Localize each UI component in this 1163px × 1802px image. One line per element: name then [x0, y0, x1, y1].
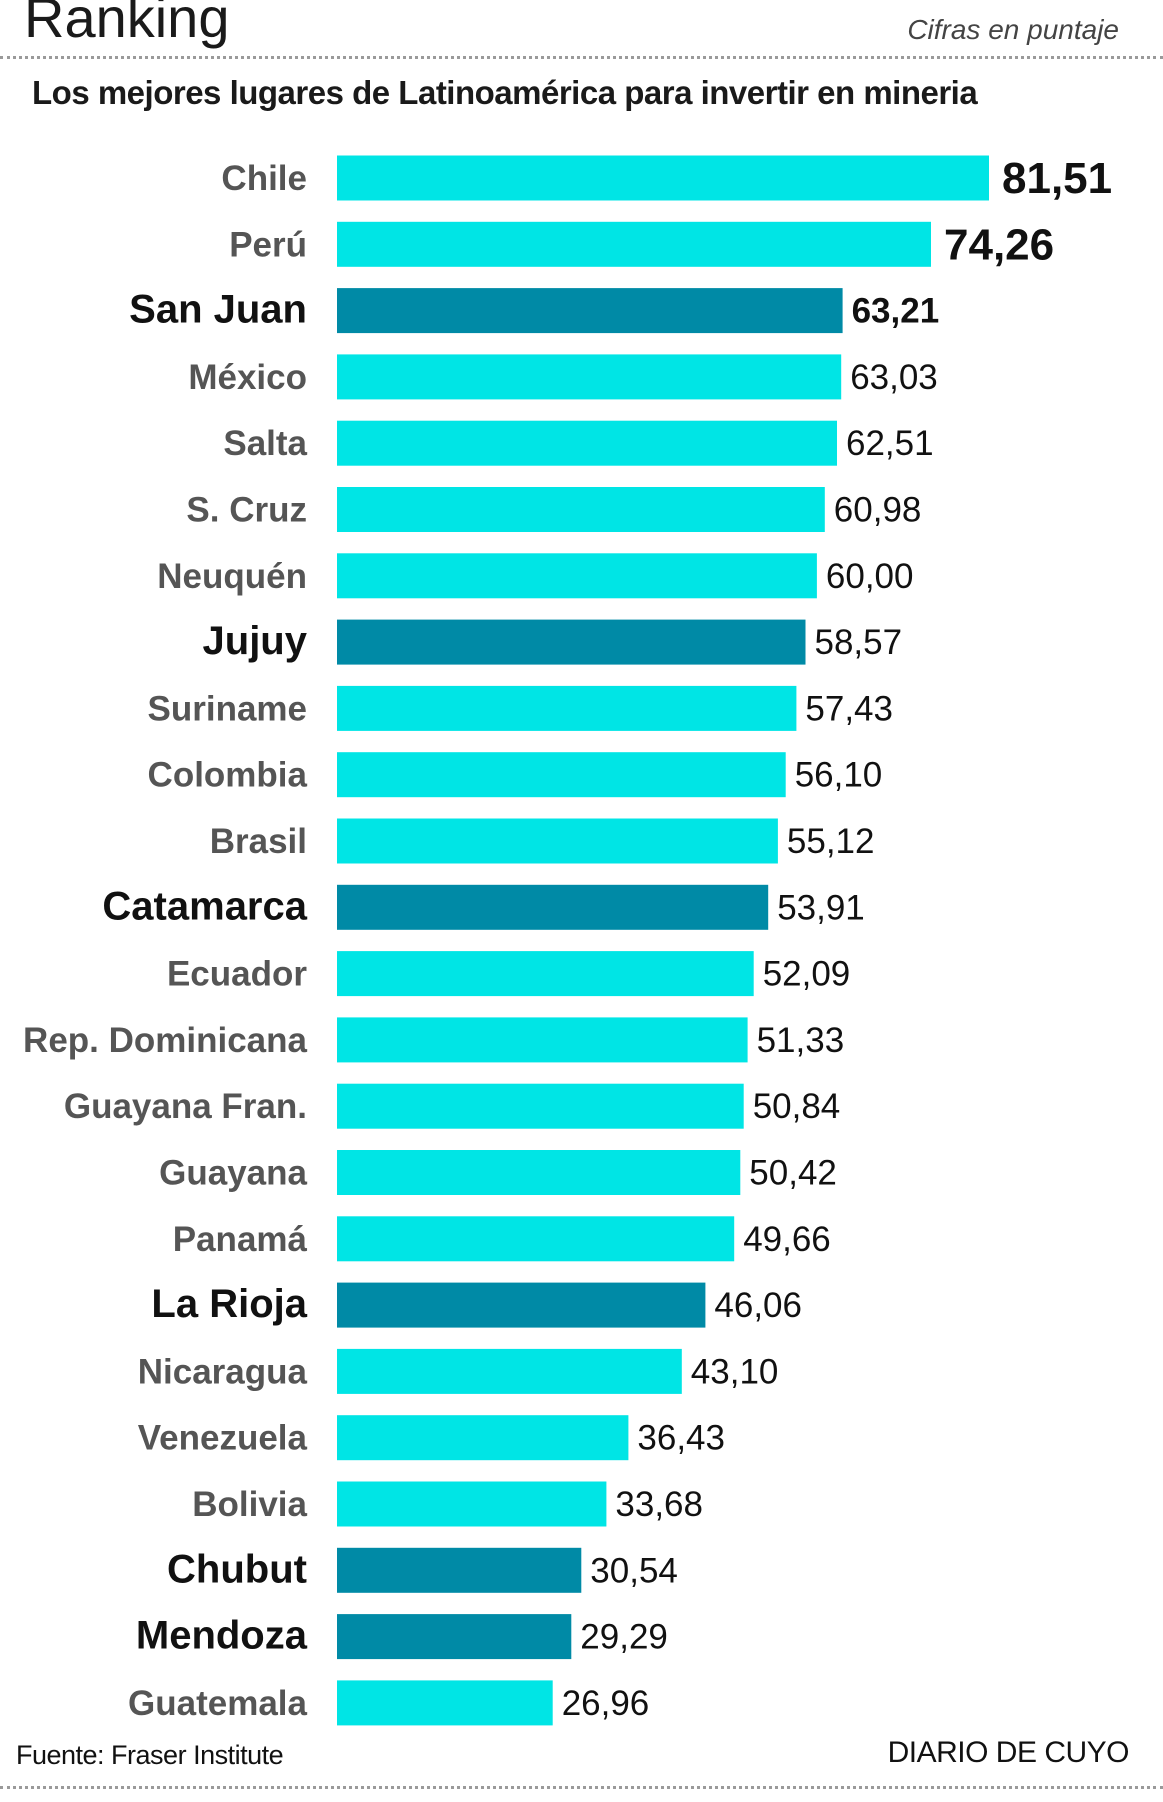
- value-label-mexico: 63,03: [850, 358, 938, 397]
- bar-venezuela: [337, 1415, 629, 1461]
- bar-mexico: [337, 354, 842, 400]
- bar-nicaragua: [337, 1348, 682, 1394]
- source-note: Fuente: Fraser Institute: [16, 1740, 284, 1770]
- value-label-la-rioja: 46,06: [714, 1286, 802, 1325]
- bar-brasil: [337, 818, 778, 864]
- category-label-colombia: Colombia: [148, 756, 308, 795]
- bar-bolivia: [337, 1481, 607, 1527]
- value-label-guayana-fran: 50,84: [753, 1087, 841, 1126]
- bar-jujuy: [337, 619, 806, 665]
- units-note: Cifras en puntaje: [907, 14, 1119, 45]
- bar-la-rioja: [337, 1282, 706, 1328]
- bar-guayana: [337, 1150, 741, 1195]
- category-label-venezuela: Venezuela: [138, 1419, 308, 1458]
- bar-chubut: [337, 1547, 582, 1593]
- bottom-divider: [0, 1786, 1163, 1789]
- category-label-mexico: México: [188, 358, 307, 397]
- bar-catamarca: [337, 884, 769, 930]
- category-label-suriname: Suriname: [148, 689, 308, 728]
- category-label-salta: Salta: [223, 424, 307, 463]
- category-label-guayana: Guayana: [159, 1154, 307, 1193]
- value-label-chubut: 30,54: [590, 1551, 678, 1590]
- category-label-brasil: Brasil: [210, 822, 307, 861]
- bar-neuquen: [337, 553, 817, 599]
- value-label-guatemala: 26,96: [562, 1684, 650, 1723]
- value-label-chile: 81,51: [1002, 154, 1112, 203]
- bar-guatemala: [337, 1680, 553, 1726]
- value-label-bolivia: 33,68: [615, 1485, 703, 1524]
- chart-subtitle: Los mejores lugares de Latinoamérica par…: [32, 74, 978, 111]
- value-label-nicaragua: 43,10: [691, 1352, 779, 1391]
- category-label-nicaragua: Nicaragua: [138, 1352, 308, 1391]
- bar-rep-dominicana: [337, 1017, 748, 1063]
- bar-mendoza: [337, 1614, 572, 1660]
- category-label-guayana-fran: Guayana Fran.: [64, 1087, 307, 1126]
- bar-guayana-fran: [337, 1083, 744, 1129]
- value-label-neuquen: 60,00: [826, 557, 914, 596]
- category-label-chubut: Chubut: [167, 1547, 307, 1591]
- bar-chart: Chile 81,51 Perú 74,26 San Juan 63,21 México 63…: [23, 154, 1112, 1726]
- bar-s-cruz: [337, 487, 825, 532]
- value-label-guayana: 50,42: [749, 1154, 837, 1193]
- bar-san-juan: [337, 288, 843, 334]
- top-divider: [0, 56, 1163, 59]
- category-label-rep-dominicana: Rep. Dominicana: [23, 1021, 307, 1060]
- value-label-san-juan: 63,21: [852, 292, 940, 331]
- category-label-panama: Panamá: [173, 1220, 308, 1259]
- value-label-jujuy: 58,57: [815, 623, 903, 662]
- category-label-guatemala: Guatemala: [128, 1684, 307, 1723]
- value-label-mendoza: 29,29: [580, 1618, 668, 1657]
- value-label-suriname: 57,43: [805, 689, 893, 728]
- category-label-san-juan: San Juan: [129, 288, 307, 332]
- category-label-peru: Perú: [229, 225, 307, 264]
- bar-suriname: [337, 685, 797, 731]
- category-label-mendoza: Mendoza: [136, 1614, 308, 1658]
- value-label-s-cruz: 60,98: [834, 491, 922, 530]
- category-label-chile: Chile: [221, 159, 307, 198]
- value-label-ecuador: 52,09: [763, 955, 851, 994]
- value-label-salta: 62,51: [846, 424, 934, 463]
- value-label-catamarca: 53,91: [777, 888, 865, 927]
- brand-logo-text: DIARIO DE CUYO: [887, 1736, 1130, 1769]
- value-label-rep-dominicana: 51,33: [757, 1021, 845, 1060]
- value-label-colombia: 56,10: [795, 756, 883, 795]
- category-label-bolivia: Bolivia: [192, 1485, 307, 1524]
- value-label-venezuela: 36,43: [637, 1419, 725, 1458]
- chart-title: Ranking: [24, 0, 230, 49]
- value-label-brasil: 55,12: [787, 822, 875, 861]
- bar-peru: [337, 221, 931, 267]
- category-label-neuquen: Neuquén: [157, 557, 307, 596]
- bar-ecuador: [337, 951, 754, 997]
- bar-chile: [337, 155, 989, 201]
- category-label-la-rioja: La Rioja: [151, 1282, 307, 1326]
- category-label-jujuy: Jujuy: [203, 619, 308, 663]
- value-label-peru: 74,26: [944, 220, 1054, 269]
- bar-panama: [337, 1216, 735, 1262]
- category-label-s-cruz: S. Cruz: [186, 491, 307, 530]
- category-label-ecuador: Ecuador: [167, 955, 307, 994]
- value-label-panama: 49,66: [743, 1220, 831, 1259]
- bar-salta: [337, 420, 837, 466]
- bar-colombia: [337, 752, 786, 798]
- category-label-catamarca: Catamarca: [102, 884, 307, 928]
